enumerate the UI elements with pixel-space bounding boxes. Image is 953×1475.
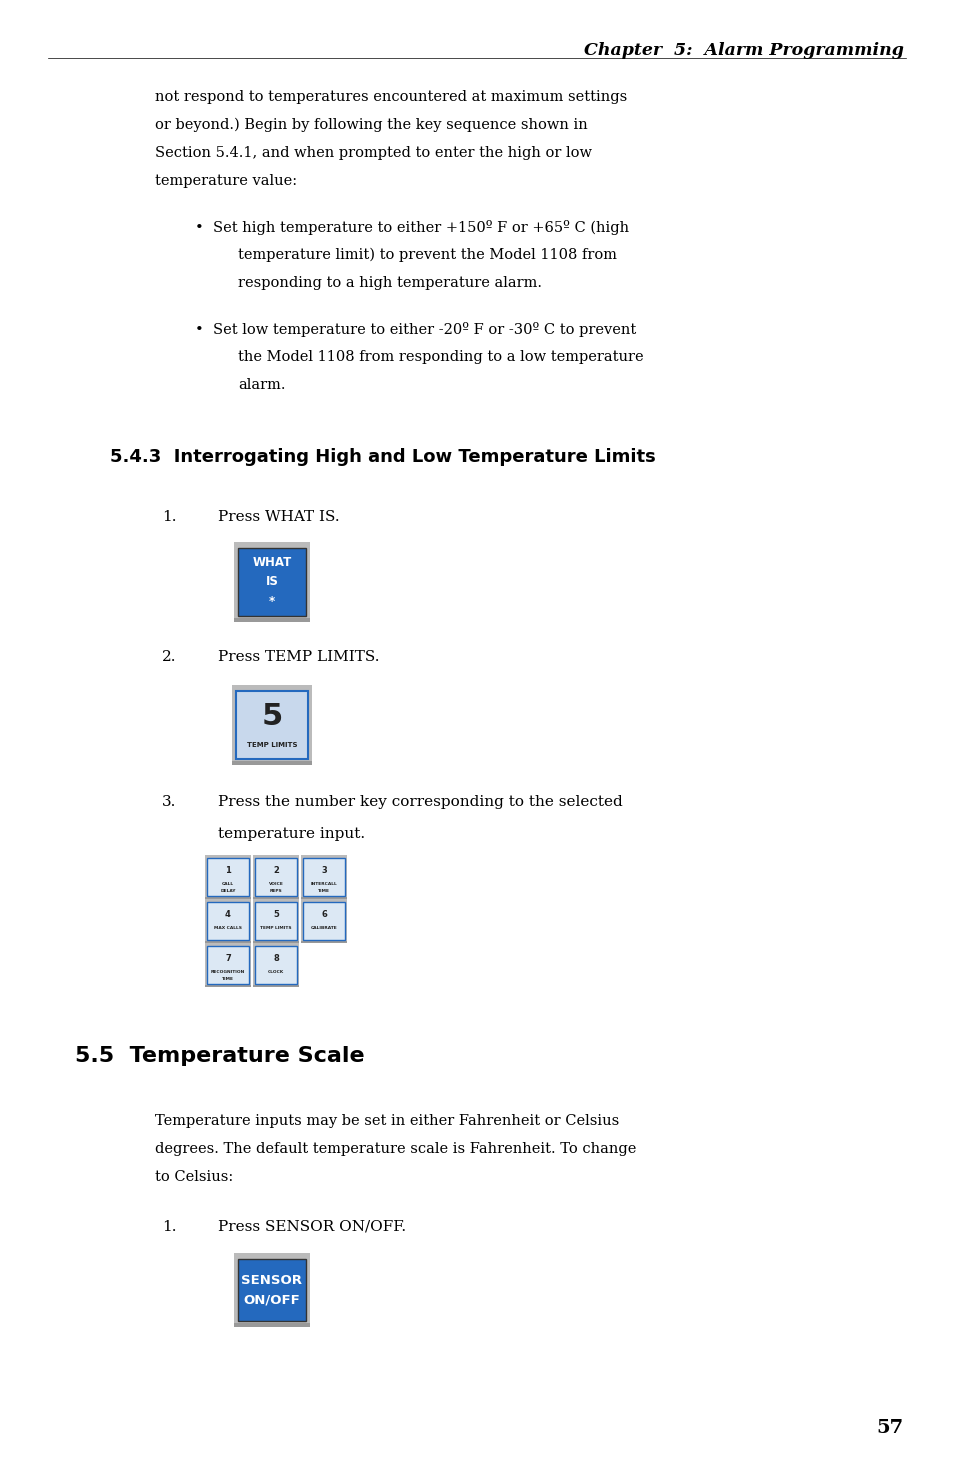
Text: •  Set low temperature to either -20º F or -30º C to prevent: • Set low temperature to either -20º F o… xyxy=(194,322,636,336)
FancyBboxPatch shape xyxy=(237,549,306,617)
FancyBboxPatch shape xyxy=(253,855,298,898)
Text: CALL: CALL xyxy=(222,882,233,886)
FancyBboxPatch shape xyxy=(237,1260,306,1322)
Text: temperature limit) to prevent the Model 1108 from: temperature limit) to prevent the Model … xyxy=(237,248,617,263)
Text: TIME: TIME xyxy=(222,978,233,981)
Text: the Model 1108 from responding to a low temperature: the Model 1108 from responding to a low … xyxy=(237,350,643,364)
FancyBboxPatch shape xyxy=(205,943,251,985)
Text: TEMP LIMITS: TEMP LIMITS xyxy=(260,926,292,929)
Text: REPS: REPS xyxy=(270,889,282,894)
FancyBboxPatch shape xyxy=(207,858,249,895)
Text: not respond to temperatures encountered at maximum settings: not respond to temperatures encountered … xyxy=(154,90,626,105)
Text: 1.: 1. xyxy=(162,1220,176,1235)
FancyBboxPatch shape xyxy=(232,684,312,761)
Text: temperature input.: temperature input. xyxy=(218,827,365,841)
Text: Press TEMP LIMITS.: Press TEMP LIMITS. xyxy=(218,650,379,664)
FancyBboxPatch shape xyxy=(253,855,298,897)
Text: Chapter  5:  Alarm Programming: Chapter 5: Alarm Programming xyxy=(583,41,903,59)
Text: alarm.: alarm. xyxy=(237,378,285,392)
Text: •  Set high temperature to either +150º F or +65º C (high: • Set high temperature to either +150º F… xyxy=(194,220,628,235)
FancyBboxPatch shape xyxy=(303,858,345,895)
FancyBboxPatch shape xyxy=(303,903,345,940)
Text: 7: 7 xyxy=(225,954,231,963)
Text: 1.: 1. xyxy=(162,510,176,524)
Text: responding to a high temperature alarm.: responding to a high temperature alarm. xyxy=(237,276,541,291)
Text: *: * xyxy=(269,594,274,608)
Text: temperature value:: temperature value: xyxy=(154,174,296,187)
FancyBboxPatch shape xyxy=(233,1252,310,1323)
Text: RECOGNITION: RECOGNITION xyxy=(211,971,245,974)
Text: 8: 8 xyxy=(273,954,278,963)
Text: CALIBRATE: CALIBRATE xyxy=(311,926,337,929)
Text: IS: IS xyxy=(265,575,278,589)
FancyBboxPatch shape xyxy=(253,898,298,941)
Text: CLOCK: CLOCK xyxy=(268,971,284,974)
Text: 5.4.3  Interrogating High and Low Temperature Limits: 5.4.3 Interrogating High and Low Tempera… xyxy=(110,448,655,466)
FancyBboxPatch shape xyxy=(232,687,312,766)
FancyBboxPatch shape xyxy=(253,900,298,943)
Text: Press SENSOR ON/OFF.: Press SENSOR ON/OFF. xyxy=(218,1220,406,1235)
Text: DELAY: DELAY xyxy=(220,889,235,894)
Text: Section 5.4.1, and when prompted to enter the high or low: Section 5.4.1, and when prompted to ente… xyxy=(154,146,592,159)
FancyBboxPatch shape xyxy=(207,903,249,940)
FancyBboxPatch shape xyxy=(254,945,296,984)
Text: TEMP LIMITS: TEMP LIMITS xyxy=(247,742,297,748)
FancyBboxPatch shape xyxy=(235,690,308,760)
Text: WHAT: WHAT xyxy=(253,556,292,569)
Text: Temperature inputs may be set in either Fahrenheit or Celsius: Temperature inputs may be set in either … xyxy=(154,1114,618,1128)
FancyBboxPatch shape xyxy=(207,945,249,984)
Text: degrees. The default temperature scale is Fahrenheit. To change: degrees. The default temperature scale i… xyxy=(154,1142,636,1156)
FancyBboxPatch shape xyxy=(254,858,296,895)
FancyBboxPatch shape xyxy=(205,855,251,898)
FancyBboxPatch shape xyxy=(233,1255,310,1328)
FancyBboxPatch shape xyxy=(205,855,251,897)
Text: VOICE: VOICE xyxy=(269,882,283,886)
Text: 1: 1 xyxy=(225,866,231,875)
Text: Press WHAT IS.: Press WHAT IS. xyxy=(218,510,339,524)
Text: or beyond.) Begin by following the key sequence shown in: or beyond.) Begin by following the key s… xyxy=(154,118,587,133)
FancyBboxPatch shape xyxy=(254,903,296,940)
FancyBboxPatch shape xyxy=(233,541,310,618)
FancyBboxPatch shape xyxy=(253,943,298,985)
Text: 5.5  Temperature Scale: 5.5 Temperature Scale xyxy=(75,1046,364,1066)
Text: Press the number key corresponding to the selected: Press the number key corresponding to th… xyxy=(218,795,622,808)
Text: to Celsius:: to Celsius: xyxy=(154,1170,233,1184)
FancyBboxPatch shape xyxy=(301,855,347,897)
FancyBboxPatch shape xyxy=(205,944,251,987)
Text: ON/OFF: ON/OFF xyxy=(243,1294,300,1307)
FancyBboxPatch shape xyxy=(233,544,310,622)
Text: 3: 3 xyxy=(321,866,327,875)
FancyBboxPatch shape xyxy=(301,900,347,943)
Text: 57: 57 xyxy=(876,1419,903,1437)
Text: SENSOR: SENSOR xyxy=(241,1273,302,1286)
FancyBboxPatch shape xyxy=(205,900,251,943)
Text: 6: 6 xyxy=(321,910,327,919)
Text: 5: 5 xyxy=(273,910,278,919)
Text: INTERCALL: INTERCALL xyxy=(311,882,337,886)
Text: 3.: 3. xyxy=(162,795,176,808)
Text: 2.: 2. xyxy=(162,650,176,664)
Text: TIME: TIME xyxy=(317,889,330,894)
FancyBboxPatch shape xyxy=(301,855,347,898)
FancyBboxPatch shape xyxy=(301,898,347,941)
Text: 2: 2 xyxy=(273,866,278,875)
Text: 5: 5 xyxy=(261,702,282,732)
FancyBboxPatch shape xyxy=(253,944,298,987)
Text: 4: 4 xyxy=(225,910,231,919)
FancyBboxPatch shape xyxy=(205,898,251,941)
Text: MAX CALLS: MAX CALLS xyxy=(213,926,242,929)
